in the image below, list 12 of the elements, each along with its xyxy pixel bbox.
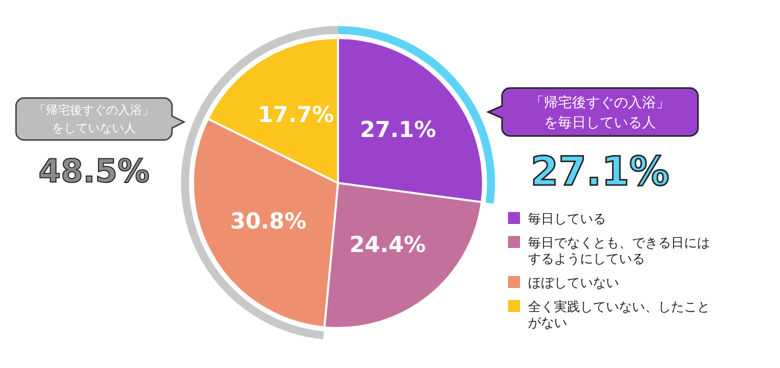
legend-label: ほぼしていない <box>528 276 619 291</box>
text: 27.1% <box>530 149 670 195</box>
text: 「帰宅後すぐの入浴」を毎日している人 <box>530 95 670 131</box>
data-label: 30.8% <box>230 209 307 234</box>
legend-label: 毎日でなくとも、できる日にはするようにしている <box>528 236 710 267</box>
data-label: 17.7% <box>258 102 334 128</box>
data-label: 24.4% <box>350 232 426 258</box>
legend-label: 全く実践していない、したことがない <box>528 299 710 331</box>
text: 「帰宅後すぐの入浴」をしていない人 <box>34 103 154 135</box>
text: 48.5% <box>38 152 150 190</box>
legend-label: 毎日している <box>528 212 606 227</box>
data-label: 27.1% <box>360 118 436 143</box>
